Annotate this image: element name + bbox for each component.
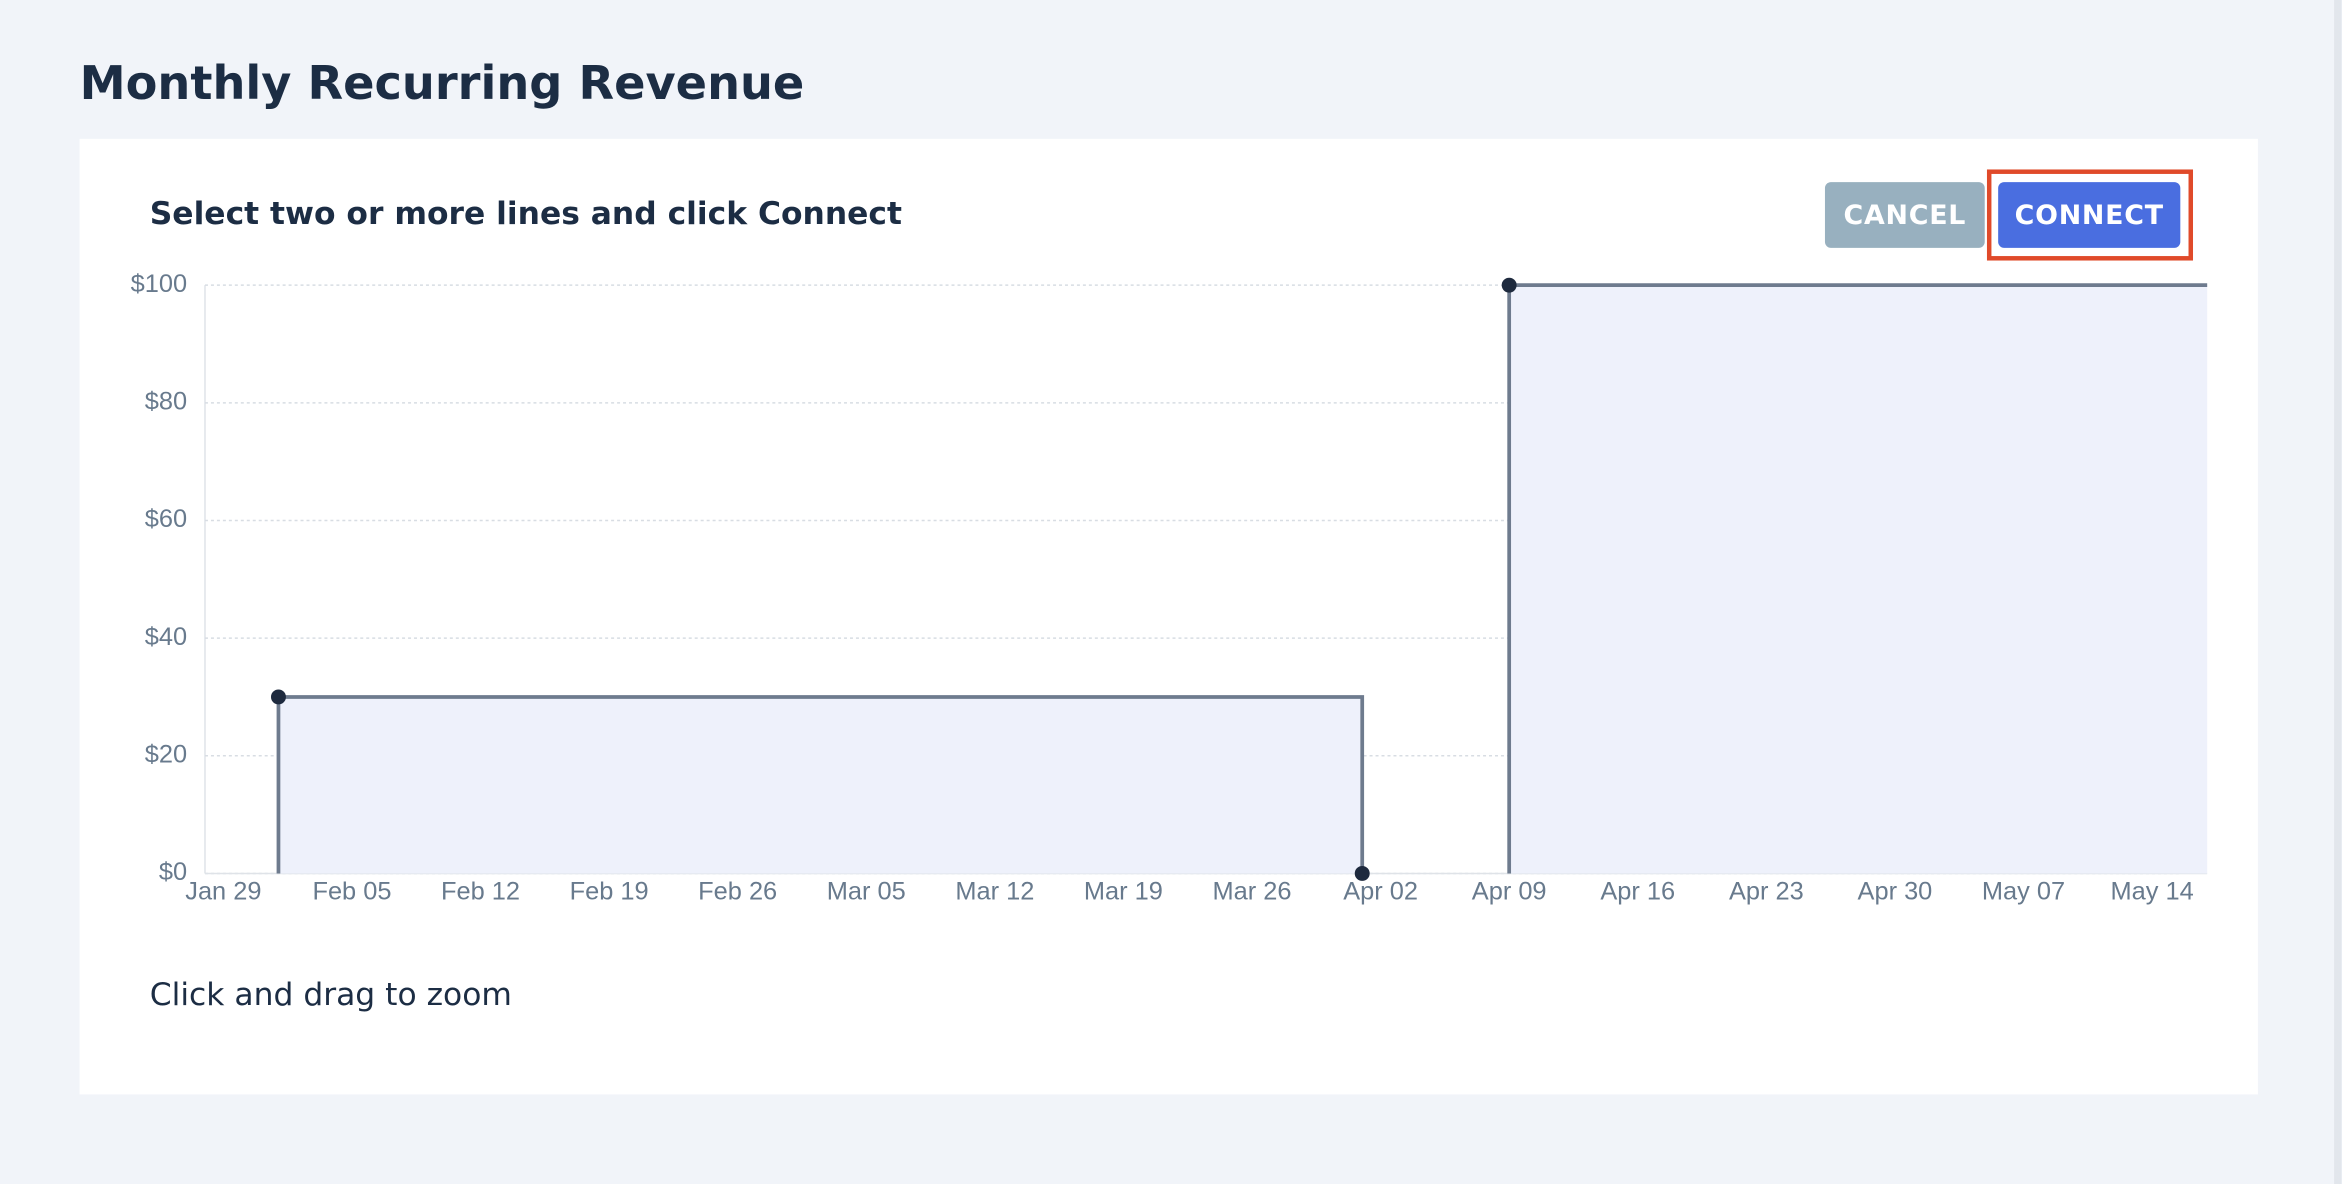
x-tick-label: Apr 02 xyxy=(1343,878,1418,906)
x-tick-label: May 14 xyxy=(2110,878,2193,906)
cancel-button[interactable]: CANCEL xyxy=(1824,182,1985,248)
area xyxy=(1509,285,2208,874)
data-point xyxy=(1354,865,1370,881)
x-tick-label: Feb 19 xyxy=(570,878,649,906)
chart: $0 $20 $40 $60 $80 $100 Jan 29 Feb 05 Feb 12 Feb … xyxy=(131,270,2208,906)
x-tick-label: Feb 05 xyxy=(312,878,391,906)
x-tick-label: Feb 26 xyxy=(698,878,777,906)
scrollbar xyxy=(2334,0,2342,1184)
connect-button[interactable]: CONNECT xyxy=(1998,182,2181,248)
cancel-label: CANCEL xyxy=(1844,200,1967,231)
x-tick-label: Apr 30 xyxy=(1858,878,1933,906)
connect-bg xyxy=(1998,182,2181,248)
y-tick-label: $40 xyxy=(145,623,187,651)
instruction: Select two or more lines and click Conne… xyxy=(150,196,902,232)
y-tick-label: $60 xyxy=(145,505,187,533)
x-tick-label: Feb 12 xyxy=(441,878,520,906)
page-title: Monthly Recurring Revenue xyxy=(80,56,805,110)
data-point xyxy=(270,689,286,705)
x-tick-label: Jan 29 xyxy=(185,878,261,906)
cancel-bg xyxy=(1824,182,1985,248)
x-tick-label: Mar 12 xyxy=(955,878,1034,906)
footer-note: Click and drag to zoom xyxy=(150,977,512,1013)
y-tick-label: $100 xyxy=(131,270,187,298)
connect-label: CONNECT xyxy=(2015,200,2164,231)
x-tick-label: Apr 16 xyxy=(1600,878,1675,906)
highlight-box xyxy=(1986,169,2194,261)
y-tick-label: $0 xyxy=(159,858,187,886)
x-tick-label: May 07 xyxy=(1982,878,2065,906)
x-tick-label: Mar 19 xyxy=(1084,878,1163,906)
y-tick-label: $20 xyxy=(145,740,187,768)
area xyxy=(278,696,1363,874)
x-tick-label: Mar 26 xyxy=(1213,878,1292,906)
y-tick-label: $80 xyxy=(145,388,187,416)
step-line xyxy=(276,695,1365,874)
x-tick-label: Apr 09 xyxy=(1472,878,1547,906)
data-point xyxy=(1501,277,1517,293)
x-tick-label: Mar 05 xyxy=(827,878,906,906)
x-tick-label: Apr 23 xyxy=(1729,878,1804,906)
